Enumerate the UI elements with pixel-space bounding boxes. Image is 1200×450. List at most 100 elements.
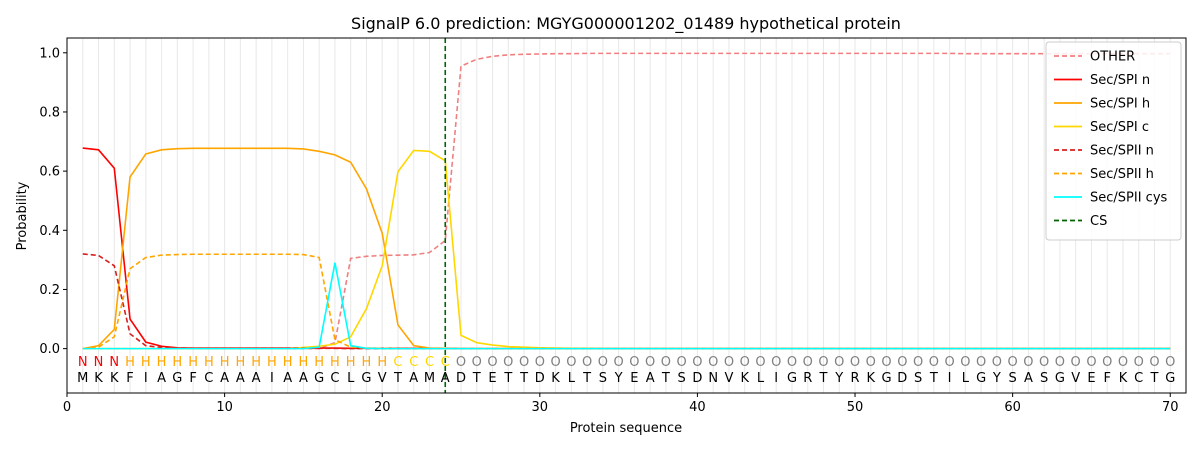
region-label: O <box>866 355 876 370</box>
region-label: O <box>1055 355 1065 370</box>
residue-letter: G <box>976 371 986 386</box>
y-tick-label: 0.2 <box>39 283 60 298</box>
chart-title: SignalP 6.0 prediction: MGYG000001202_01… <box>351 14 901 34</box>
residue-letter: L <box>347 371 355 386</box>
residue-letter: V <box>724 371 733 386</box>
y-tick-label: 1.0 <box>39 46 60 61</box>
region-label: O <box>1134 355 1144 370</box>
residue-letter: Y <box>992 371 1001 386</box>
residue-letter: A <box>220 371 229 386</box>
region-label: O <box>1149 355 1159 370</box>
residue-letter: R <box>851 371 860 386</box>
series-line-sec-spi-n <box>82 147 1171 350</box>
residue-letter: E <box>630 371 638 386</box>
legend: OTHER Sec/SPI n Sec/SPI h Sec/SPI c Sec/SPII… <box>1045 41 1182 241</box>
region-label: O <box>755 355 765 370</box>
legend-box <box>1045 41 1182 241</box>
residue-letter: D <box>897 371 907 386</box>
residue-letter: T <box>661 371 670 386</box>
region-label: H <box>157 355 167 370</box>
residue-letter: A <box>646 371 655 386</box>
y-axis-ticks: 0.0 0.2 0.4 0.6 0.8 1.0 <box>39 46 67 357</box>
residue-letter: S <box>1040 371 1048 386</box>
region-label: O <box>929 355 939 370</box>
region-label: C <box>409 355 418 370</box>
residue-letter: A <box>157 371 166 386</box>
region-label: O <box>913 355 923 370</box>
region-label: O <box>519 355 529 370</box>
region-label: O <box>1008 355 1018 370</box>
region-label: O <box>724 355 734 370</box>
region-label: O <box>1039 355 1049 370</box>
residue-letter: L <box>962 371 970 386</box>
region-label: O <box>661 355 671 370</box>
residue-letter: E <box>488 371 496 386</box>
y-tick-label: 0.0 <box>39 342 60 357</box>
region-label: H <box>188 355 198 370</box>
region-label: O <box>976 355 986 370</box>
region-label: O <box>1165 355 1175 370</box>
residue-letter: S <box>599 371 607 386</box>
region-label: C <box>425 355 434 370</box>
region-label: O <box>535 355 545 370</box>
region-label: O <box>944 355 954 370</box>
region-label: H <box>125 355 135 370</box>
region-label: O <box>503 355 513 370</box>
x-tick-label: 30 <box>532 400 549 415</box>
series-line-sec-spii-h <box>82 253 1171 350</box>
y-tick-label: 0.8 <box>39 105 60 120</box>
region-label: H <box>346 355 356 370</box>
region-label: O <box>834 355 844 370</box>
residue-letter: K <box>551 371 560 386</box>
residue-letter: C <box>1134 371 1143 386</box>
region-label: O <box>598 355 608 370</box>
region-label: O <box>692 355 702 370</box>
region-label: O <box>1023 355 1033 370</box>
legend-label: OTHER <box>1090 50 1135 65</box>
series-layer <box>82 52 1171 350</box>
residue-letter: F <box>1103 371 1110 386</box>
residue-letter: D <box>456 371 466 386</box>
region-label: O <box>566 355 576 370</box>
residue-letter: A <box>283 371 292 386</box>
region-label: O <box>960 355 970 370</box>
region-label: H <box>314 355 324 370</box>
residue-letter: N <box>708 371 718 386</box>
residue-letter: A <box>441 371 450 386</box>
region-label: H <box>235 355 245 370</box>
x-tick-label: 60 <box>1004 400 1021 415</box>
residue-letter: F <box>189 371 196 386</box>
region-label: O <box>1071 355 1081 370</box>
y-tick-label: 0.6 <box>39 165 60 180</box>
region-label: H <box>141 355 151 370</box>
residue-letter: Y <box>614 371 623 386</box>
region-label: H <box>172 355 182 370</box>
residue-letter: T <box>503 371 512 386</box>
residue-letter: S <box>914 371 922 386</box>
plot-frame <box>66 37 1187 394</box>
region-label: O <box>850 355 860 370</box>
residue-letter: G <box>361 371 371 386</box>
y-tick-label: 0.4 <box>39 224 60 239</box>
residue-letter: A <box>252 371 261 386</box>
residue-letter: G <box>314 371 324 386</box>
region-label: H <box>267 355 277 370</box>
series-line-sec-spii-n <box>82 253 1171 350</box>
region-label: C <box>393 355 402 370</box>
region-label: O <box>708 355 718 370</box>
region-label: O <box>614 355 624 370</box>
residue-letter: Y <box>834 371 843 386</box>
region-label: O <box>472 355 482 370</box>
region-label: O <box>881 355 891 370</box>
region-label: O <box>992 355 1002 370</box>
legend-label: CS <box>1090 214 1107 229</box>
residue-letter: I <box>948 371 952 386</box>
residue-letter: E <box>1087 371 1095 386</box>
x-axis-label: Protein sequence <box>570 421 682 436</box>
region-label: O <box>787 355 797 370</box>
region-label: O <box>1086 355 1096 370</box>
legend-label: Sec/SPI n <box>1090 73 1150 88</box>
x-tick-label: 70 <box>1162 400 1179 415</box>
region-label: O <box>629 355 639 370</box>
